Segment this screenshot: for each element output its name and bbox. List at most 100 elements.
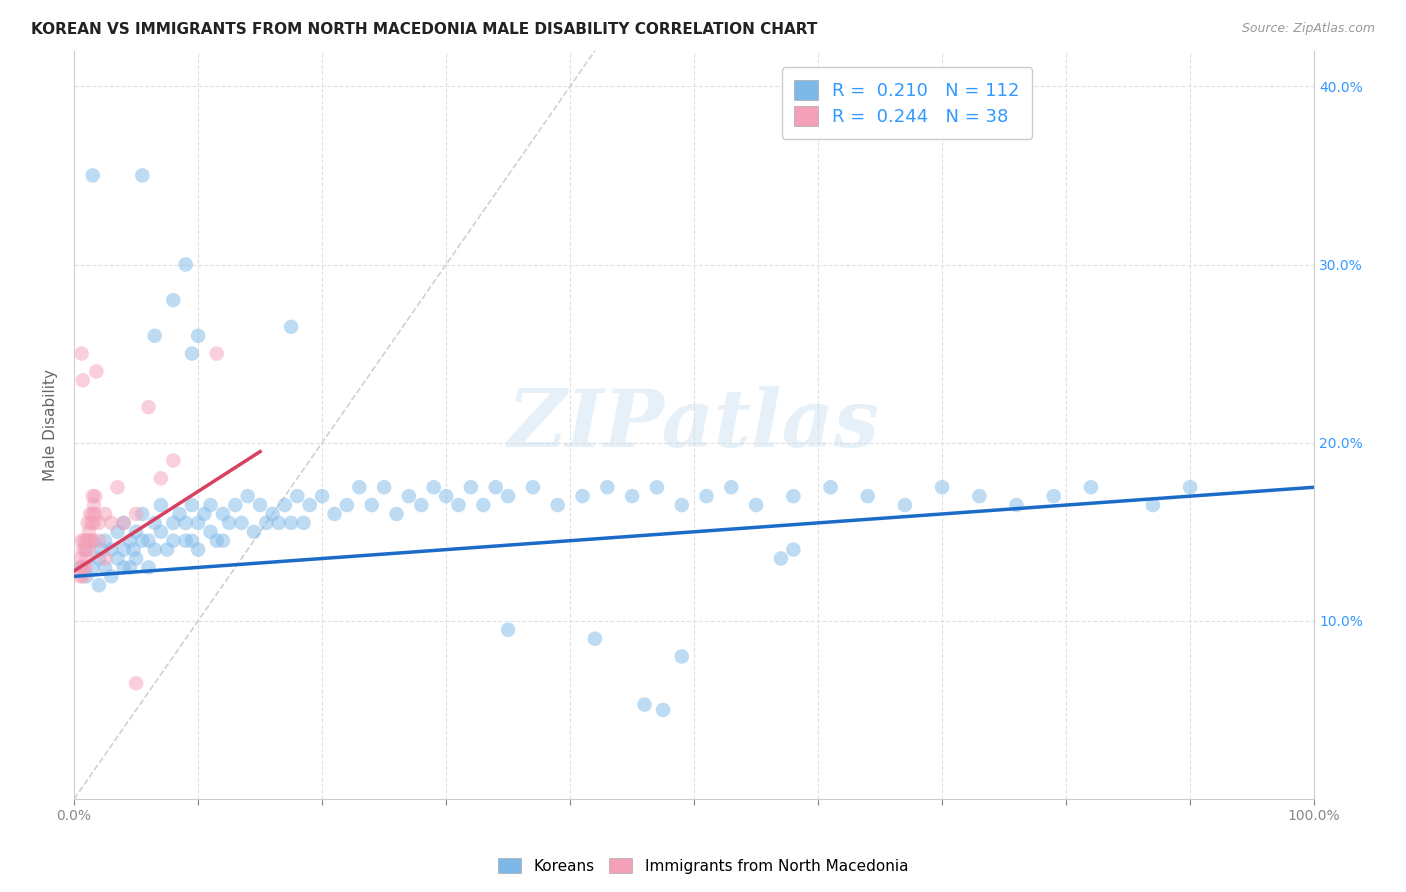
Point [107, 524, 129, 539]
Point [72, 542, 94, 557]
Point [496, 623, 519, 637]
Point [100, 516, 122, 530]
Point [311, 489, 333, 503]
Point [69, 551, 91, 566]
Point [72, 373, 94, 387]
Point [70, 346, 93, 360]
Point [1005, 498, 1028, 512]
Point [621, 489, 644, 503]
Point [69, 560, 91, 574]
Point [1178, 480, 1201, 494]
Point [77, 524, 100, 539]
Point [696, 489, 718, 503]
Point [94, 507, 117, 521]
Point [385, 507, 408, 521]
Point [745, 498, 768, 512]
Point [125, 524, 148, 539]
Point [162, 293, 184, 307]
Point [138, 400, 160, 414]
Point [174, 533, 197, 548]
Point [138, 533, 160, 548]
Point [187, 516, 209, 530]
Point [122, 542, 145, 557]
Point [143, 328, 166, 343]
Point [645, 480, 668, 494]
Point [73, 560, 96, 574]
Point [112, 516, 135, 530]
Point [76, 516, 98, 530]
Point [112, 542, 135, 557]
Point [187, 328, 209, 343]
Point [447, 498, 470, 512]
Point [280, 516, 302, 530]
Point [571, 489, 593, 503]
Point [131, 507, 153, 521]
Point [434, 489, 457, 503]
Point [205, 346, 228, 360]
Point [82, 507, 104, 521]
Point [931, 480, 953, 494]
Point [69, 569, 91, 583]
Point [76, 533, 98, 548]
Legend: Koreans, Immigrants from North Macedonia: Koreans, Immigrants from North Macedonia [492, 852, 914, 880]
Point [84, 507, 107, 521]
Point [143, 516, 166, 530]
Point [671, 649, 693, 664]
Point [82, 560, 104, 574]
Point [769, 551, 792, 566]
Point [205, 533, 228, 548]
Point [82, 533, 104, 548]
Point [820, 480, 842, 494]
Point [894, 498, 917, 512]
Point [285, 489, 308, 503]
Point [1080, 480, 1102, 494]
Point [87, 516, 110, 530]
Point [100, 542, 122, 557]
Point [180, 346, 202, 360]
Point [218, 516, 240, 530]
Point [200, 498, 222, 512]
Point [90, 542, 112, 557]
Point [149, 524, 172, 539]
Point [472, 498, 495, 512]
Point [460, 480, 482, 494]
Point [174, 516, 197, 530]
Point [298, 498, 321, 512]
Point [83, 498, 105, 512]
Point [84, 489, 107, 503]
Point [149, 471, 172, 485]
Point [75, 542, 97, 557]
Point [76, 533, 98, 548]
Point [86, 364, 108, 378]
Point [94, 551, 117, 566]
Point [118, 560, 141, 574]
Point [94, 560, 117, 574]
Point [254, 516, 277, 530]
Point [212, 507, 235, 521]
Point [76, 569, 98, 583]
Point [125, 507, 148, 521]
Point [83, 516, 105, 530]
Point [292, 516, 315, 530]
Point [720, 480, 742, 494]
Point [70, 560, 93, 574]
Point [267, 516, 290, 530]
Point [249, 498, 271, 512]
Point [75, 560, 97, 574]
Point [131, 533, 153, 548]
Point [112, 516, 135, 530]
Point [373, 480, 395, 494]
Point [633, 698, 655, 712]
Point [323, 507, 346, 521]
Point [70, 533, 93, 548]
Point [162, 533, 184, 548]
Point [131, 169, 153, 183]
Point [162, 516, 184, 530]
Point [349, 480, 371, 494]
Point [496, 489, 519, 503]
Point [77, 542, 100, 557]
Point [79, 507, 101, 521]
Point [193, 507, 215, 521]
Point [224, 498, 246, 512]
Point [82, 489, 104, 503]
